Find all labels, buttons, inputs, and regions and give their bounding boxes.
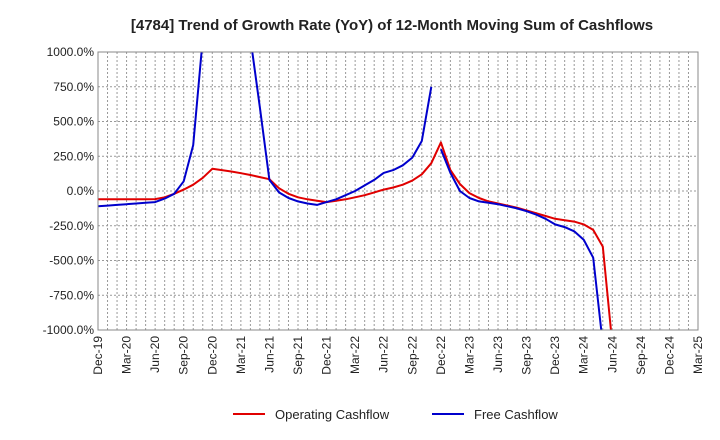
- x-tick-label: Sep-23: [520, 336, 534, 375]
- grid: [97, 51, 699, 331]
- x-tick-label: Mar-23: [462, 336, 476, 374]
- x-tick-label: Dec-19: [91, 336, 105, 375]
- x-tick-label: Jun-20: [148, 336, 162, 373]
- x-tick-label: Dec-24: [662, 336, 676, 375]
- x-tick-label: Jun-21: [262, 336, 276, 373]
- chart-title: [4784] Trend of Growth Rate (YoY) of 12-…: [131, 17, 653, 34]
- x-axis-ticks: Dec-19 Mar-20 Jun-20 Sep-20 Dec-20 Mar-21 Jun-…: [91, 336, 705, 375]
- plot-frame: [97, 51, 699, 331]
- x-tick-label: Jun-24: [605, 336, 619, 373]
- series-line-1-1: [439, 148, 603, 330]
- x-tick-label: Sep-21: [291, 336, 305, 375]
- x-tick-label: Dec-21: [320, 336, 334, 375]
- y-tick-label: 250.0%: [53, 149, 94, 163]
- legend-label: Free Cashflow: [474, 407, 558, 422]
- legend-label: Operating Cashflow: [275, 407, 390, 422]
- x-tick-label: Sep-22: [405, 336, 419, 375]
- x-tick-label: Mar-20: [120, 336, 134, 374]
- y-tick-label: -750.0%: [49, 288, 94, 302]
- x-tick-label: Mar-21: [234, 336, 248, 374]
- y-tick-label: -250.0%: [49, 219, 94, 233]
- x-tick-label: Mar-25: [691, 336, 705, 374]
- y-tick-label: 500.0%: [53, 115, 94, 129]
- series-layer: [98, 52, 612, 330]
- y-axis-ticks: 1000.0% 750.0% 500.0% 250.0% 0.0% -250.0% -500…: [43, 45, 95, 337]
- legend: Operating Cashflow Free Cashflow: [233, 407, 558, 422]
- x-tick-label: Jun-23: [491, 336, 505, 373]
- y-tick-label: 1000.0%: [47, 45, 95, 59]
- x-tick-label: Dec-22: [434, 336, 448, 375]
- x-tick-label: Jun-22: [377, 336, 391, 373]
- y-tick-label: 750.0%: [53, 80, 94, 94]
- x-tick-label: Mar-22: [348, 336, 362, 374]
- x-tick-label: Mar-24: [577, 336, 591, 374]
- y-tick-label: -500.0%: [49, 254, 94, 268]
- x-tick-label: Sep-24: [634, 336, 648, 375]
- y-tick-label: 0.0%: [67, 184, 95, 198]
- x-tick-label: Dec-20: [205, 336, 219, 375]
- x-tick-label: Sep-20: [177, 336, 191, 375]
- series-line-1-0: [98, 52, 433, 208]
- y-tick-label: -1000.0%: [43, 323, 95, 337]
- x-tick-label: Dec-23: [548, 336, 562, 375]
